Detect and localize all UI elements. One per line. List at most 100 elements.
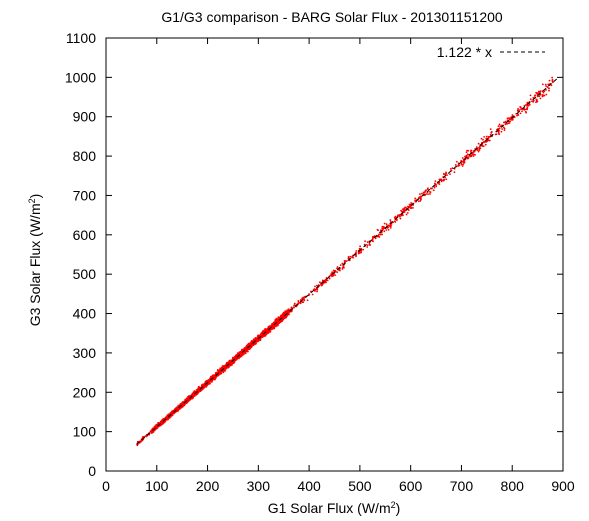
- y-tick-label: 700: [73, 187, 97, 203]
- scatter-point: [482, 138, 484, 141]
- y-tick-label: 1100: [66, 30, 96, 46]
- scatter-point: [363, 243, 366, 246]
- scatter-point: [383, 230, 386, 233]
- scatter-point: [197, 385, 200, 388]
- scatter-point: [478, 146, 480, 149]
- scatter-point: [502, 126, 505, 129]
- scatter-point: [238, 353, 241, 355]
- scatter-point: [516, 114, 518, 117]
- scatter-point: [205, 386, 207, 388]
- scatter-point: [207, 383, 210, 386]
- scatter-point: [449, 173, 451, 176]
- scatter-point: [503, 129, 506, 132]
- scatter-point: [221, 367, 223, 370]
- scatter-point: [480, 137, 483, 140]
- scatter-point: [387, 224, 390, 227]
- x-axis-label: G1 Solar Flux (W/m2): [268, 500, 401, 516]
- scatter-point: [461, 165, 464, 167]
- scatter-point: [325, 279, 328, 282]
- scatter-point: [264, 334, 267, 337]
- scatter-point: [246, 350, 249, 353]
- scatter-point: [483, 135, 486, 138]
- scatter-point: [533, 95, 536, 97]
- scatter-point: [368, 243, 371, 246]
- scatter-point: [328, 277, 331, 280]
- scatter-point: [497, 130, 500, 133]
- scatter-point: [405, 213, 408, 216]
- scatter-point: [529, 94, 532, 97]
- scatter-point: [279, 315, 282, 318]
- scatter-point: [408, 203, 411, 206]
- scatter-point: [187, 398, 190, 401]
- scatter-point: [282, 312, 285, 315]
- scatter-point: [248, 343, 250, 346]
- y-tick-label: 800: [73, 148, 97, 164]
- legend-label: 1.122 * x: [437, 44, 492, 60]
- scatter-point: [528, 103, 531, 106]
- scatter-point: [281, 318, 284, 321]
- y-tick-label: 100: [73, 424, 97, 440]
- scatter-point: [385, 223, 388, 226]
- scatter-point: [379, 233, 382, 236]
- scatter-point: [247, 347, 250, 350]
- scatter-point: [381, 225, 384, 228]
- scatter-point: [521, 110, 523, 113]
- scatter-point: [437, 182, 439, 185]
- scatter-point: [301, 297, 304, 300]
- scatter-point: [388, 225, 391, 228]
- scatter-point: [511, 114, 514, 116]
- y-axis-label: G3 Solar Flux (W/m2): [27, 194, 43, 327]
- y-tick-label: 500: [73, 266, 97, 282]
- scatter-point: [371, 240, 374, 242]
- scatter-point: [404, 206, 407, 209]
- scatter-point: [526, 107, 529, 109]
- scatter-point: [412, 207, 414, 209]
- scatter-point: [355, 250, 358, 252]
- scatter-point: [185, 398, 187, 401]
- scatter-point: [478, 149, 481, 152]
- scatter-point: [358, 247, 361, 250]
- scatter-point: [372, 237, 374, 239]
- scatter-point: [284, 315, 287, 318]
- scatter-point: [473, 150, 476, 153]
- scatter-point: [477, 142, 480, 145]
- scatter-point: [205, 381, 208, 383]
- scatter-point: [221, 366, 223, 368]
- scatter-point: [526, 105, 528, 107]
- scatter-point: [485, 137, 488, 140]
- scatter-point: [323, 281, 326, 284]
- scatter-point: [263, 335, 265, 337]
- scatter-point: [414, 199, 416, 202]
- scatter-point: [461, 157, 464, 159]
- scatter-points: [136, 76, 554, 447]
- scatter-point: [251, 344, 254, 347]
- scatter-point: [503, 121, 506, 124]
- scatter-point: [539, 93, 542, 96]
- scatter-point: [274, 319, 277, 322]
- scatter-point: [381, 227, 384, 230]
- scatter-point: [423, 191, 426, 193]
- scatter-point: [272, 323, 274, 325]
- scatter-point: [418, 196, 421, 199]
- scatter-point: [472, 155, 475, 157]
- scatter-point: [163, 421, 166, 423]
- scatter-point: [336, 271, 339, 274]
- x-tick-label: 400: [297, 478, 321, 494]
- scatter-point: [260, 332, 263, 335]
- scatter-point: [389, 226, 392, 229]
- scatter-point: [387, 228, 390, 231]
- scatter-point: [545, 85, 548, 87]
- scatter-point: [438, 178, 441, 181]
- scatter-point: [419, 197, 422, 200]
- scatter-point: [538, 90, 541, 93]
- scatter-point: [506, 122, 508, 125]
- scatter-point: [223, 369, 226, 372]
- scatter-point: [362, 248, 365, 251]
- scatter-point: [446, 174, 448, 177]
- scatter-point: [419, 198, 422, 201]
- scatter-point: [385, 229, 388, 231]
- scatter-point: [316, 290, 318, 293]
- scatter-point: [246, 348, 248, 351]
- scatter-point: [202, 384, 205, 387]
